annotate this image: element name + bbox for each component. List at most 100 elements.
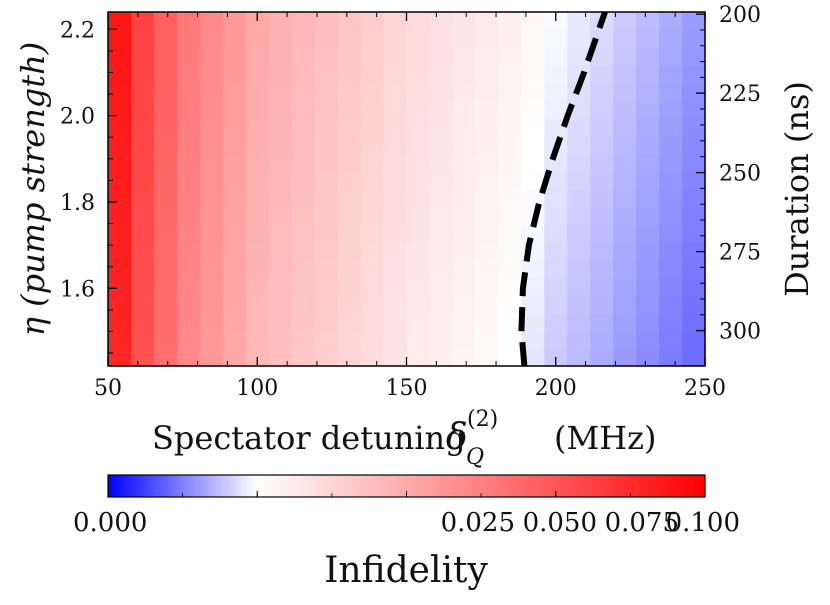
- heatmap-cell: [314, 153, 339, 172]
- heatmap-cell: [291, 348, 316, 367]
- heatmap-cell: [498, 47, 522, 66]
- heatmap-cell: [659, 29, 683, 48]
- x-tick-label: 250: [684, 376, 726, 401]
- heatmap-cell: [636, 118, 660, 137]
- heatmap-cell: [475, 135, 499, 155]
- heatmap-cell: [222, 224, 247, 243]
- heatmap-cell: [360, 189, 385, 208]
- heatmap-cell: [268, 82, 293, 102]
- heatmap-cell: [406, 259, 431, 279]
- heatmap-cell: [176, 295, 201, 314]
- heatmap-cell: [291, 12, 316, 31]
- heatmap-cell: [268, 118, 293, 137]
- heatmap-cell: [360, 348, 385, 367]
- heatmap-cell: [636, 171, 660, 190]
- heatmap-cell: [659, 65, 683, 84]
- heatmap-cell: [268, 29, 293, 48]
- heatmap-cell: [314, 348, 339, 367]
- heatmap-cell: [475, 189, 499, 208]
- heatmap-cell: [498, 295, 522, 314]
- heatmap-cell: [521, 312, 545, 332]
- heatmap-cell: [314, 118, 339, 137]
- heatmap-cell: [682, 295, 706, 314]
- heatmap-cell: [245, 118, 270, 137]
- heatmap-cell: [659, 171, 683, 190]
- heatmap-cell: [567, 29, 591, 48]
- heatmap-cell: [268, 224, 293, 243]
- heatmap-cell: [176, 242, 201, 261]
- heatmap-cell: [498, 12, 522, 31]
- heatmap-cell: [291, 224, 316, 243]
- heatmap-cell: [130, 82, 155, 102]
- heatmap-cell: [544, 330, 568, 349]
- heatmap-cell: [475, 348, 499, 367]
- heatmap-cell: [498, 259, 522, 279]
- heatmap-cell: [268, 47, 293, 66]
- heatmap-cell: [613, 65, 637, 84]
- heatmap-cell: [590, 206, 614, 225]
- heatmap-cell: [176, 224, 201, 243]
- heatmap-cell: [314, 277, 339, 296]
- heatmap-cell: [659, 153, 683, 172]
- heatmap-cell: [130, 312, 155, 332]
- heatmap-cell: [108, 153, 132, 172]
- heatmap-cell: [291, 29, 316, 48]
- heatmap-cell: [659, 12, 683, 31]
- x-axis-symbol: δ: [446, 417, 468, 458]
- heatmap-cell: [452, 295, 476, 314]
- heatmap-cell: [636, 277, 660, 296]
- heatmap-cell: [176, 118, 201, 137]
- heatmap-cell: [360, 29, 385, 48]
- heatmap-cell: [337, 47, 362, 66]
- heatmap-cell: [475, 330, 499, 349]
- heatmap-cell: [590, 153, 614, 172]
- heatmap-cell: [360, 295, 385, 314]
- heatmap-cell: [337, 171, 362, 190]
- heatmap-cell: [130, 189, 155, 208]
- heatmap-cell: [406, 277, 431, 296]
- heatmap-cell: [659, 312, 683, 332]
- heatmap-cell: [268, 153, 293, 172]
- heatmap-cell: [268, 12, 293, 31]
- heatmap-cell: [199, 330, 224, 349]
- heatmap-cell: [383, 65, 408, 84]
- heatmap-cell: [429, 100, 454, 119]
- heatmap-cell: [429, 118, 454, 137]
- heatmap-cell: [452, 118, 476, 137]
- heatmap-cell: [498, 330, 522, 349]
- heatmap-cell: [337, 330, 362, 349]
- heatmap-cell: [682, 153, 706, 172]
- heatmap-cell: [245, 82, 270, 102]
- heatmap-cell: [429, 348, 454, 367]
- heatmap-cell: [130, 47, 155, 66]
- heatmap-cell: [360, 82, 385, 102]
- heatmap-cell: [613, 12, 637, 31]
- heatmap-cell: [659, 100, 683, 119]
- heatmap-cell: [636, 65, 660, 84]
- heatmap-cell: [429, 29, 454, 48]
- heatmap-cell: [108, 29, 132, 48]
- heatmap-cell: [498, 65, 522, 84]
- heatmap-cell: [613, 259, 637, 279]
- heatmap-cell: [406, 153, 431, 172]
- heatmap-cell: [383, 259, 408, 279]
- heatmap-cell: [314, 312, 339, 332]
- heatmap-cell: [452, 12, 476, 31]
- heatmap-cell: [383, 118, 408, 137]
- heatmap-cell: [199, 118, 224, 137]
- heatmap-cell: [659, 224, 683, 243]
- heatmap-cell: [383, 206, 408, 225]
- heatmap-cell: [498, 189, 522, 208]
- heatmap-cell: [544, 242, 568, 261]
- x-tick-label: 200: [535, 376, 577, 401]
- heatmap-cell: [268, 135, 293, 155]
- heatmap-cell: [498, 348, 522, 367]
- x-axis-title-text: Spectator detuning: [152, 419, 466, 457]
- heatmap-cell: [314, 82, 339, 102]
- heatmap-cell: [314, 100, 339, 119]
- heatmap-cell: [659, 295, 683, 314]
- heatmap-cell: [245, 47, 270, 66]
- heatmap-cell: [383, 277, 408, 296]
- heatmap-cell: [314, 47, 339, 66]
- heatmap-cell: [130, 242, 155, 261]
